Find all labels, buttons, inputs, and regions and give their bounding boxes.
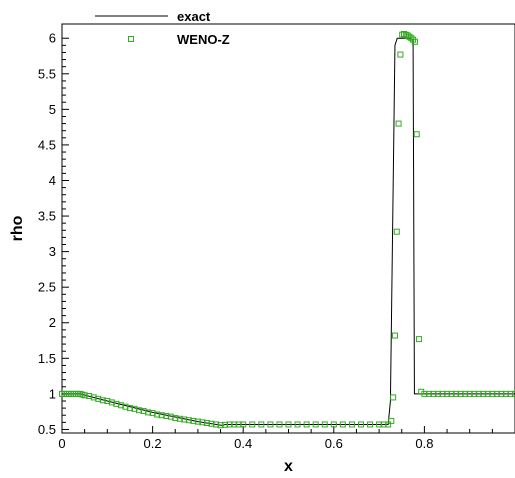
data-point-weno-z	[415, 336, 422, 343]
legend: exact WENO-Z	[95, 9, 230, 47]
data-point-weno-z	[285, 421, 292, 428]
data-point-weno-z	[249, 421, 256, 428]
y-tick-label: 3.5	[38, 209, 56, 224]
series-line-exact	[62, 37, 515, 427]
data-point-weno-z	[294, 421, 301, 428]
x-axis-title: x	[284, 458, 293, 475]
y-tick-label: 2	[49, 315, 56, 330]
y-tick-label: 1.5	[38, 351, 56, 366]
x-tick-label: 0.4	[234, 436, 252, 451]
data-point-weno-z	[512, 390, 515, 397]
data-point-weno-z	[393, 228, 400, 235]
data-point-weno-z	[258, 421, 265, 428]
x-tick-label: 0.6	[325, 436, 343, 451]
data-point-weno-z	[388, 417, 395, 424]
y-axis-title: rho	[9, 215, 26, 241]
data-point-weno-z	[391, 332, 398, 339]
data-point-weno-z	[395, 120, 402, 127]
tick-layer: 0 0.2 0.4 0.6 0.8 0.5 1 1.5 2 2.5 3 3.5 4 4.5 5 5.5 6	[38, 31, 493, 451]
data-point-weno-z	[240, 421, 247, 428]
x-tick-label: 0.8	[415, 436, 433, 451]
legend-label-exact: exact	[177, 9, 211, 24]
data-point-weno-z	[339, 421, 346, 428]
y-tick-label: 0.5	[38, 422, 56, 437]
y-tick-label: 5	[49, 102, 56, 117]
data-point-weno-z	[367, 421, 374, 428]
y-tick-label: 2.5	[38, 280, 56, 295]
y-tick-label: 5.5	[38, 66, 56, 81]
x-tick-label: 0	[58, 436, 65, 451]
data-point-weno-z	[385, 421, 392, 428]
y-tick-label: 6	[49, 31, 56, 46]
data-point-weno-z	[267, 421, 274, 428]
data-point-weno-z	[357, 421, 364, 428]
data-point-weno-z	[411, 38, 418, 45]
y-tick-label: 3	[49, 244, 56, 259]
y-tick-label: 1	[49, 386, 56, 401]
y-tick-label: 4	[49, 173, 56, 188]
data-point-weno-z	[397, 51, 404, 58]
x-tick-label: 0.2	[144, 436, 162, 451]
y-tick-label: 4.5	[38, 137, 56, 152]
data-point-weno-z	[312, 421, 319, 428]
legend-label-weno-z: WENO-Z	[177, 32, 230, 47]
data-point-weno-z	[276, 421, 283, 428]
data-point-weno-z	[413, 131, 420, 138]
series-layer	[59, 30, 515, 429]
data-point-weno-z	[390, 394, 397, 401]
data-point-weno-z	[321, 421, 328, 428]
data-point-weno-z	[303, 421, 310, 428]
legend-weno-square-icon	[128, 36, 134, 42]
data-point-weno-z	[348, 421, 355, 428]
data-point-weno-z	[330, 421, 337, 428]
data-point-weno-z	[408, 35, 415, 42]
